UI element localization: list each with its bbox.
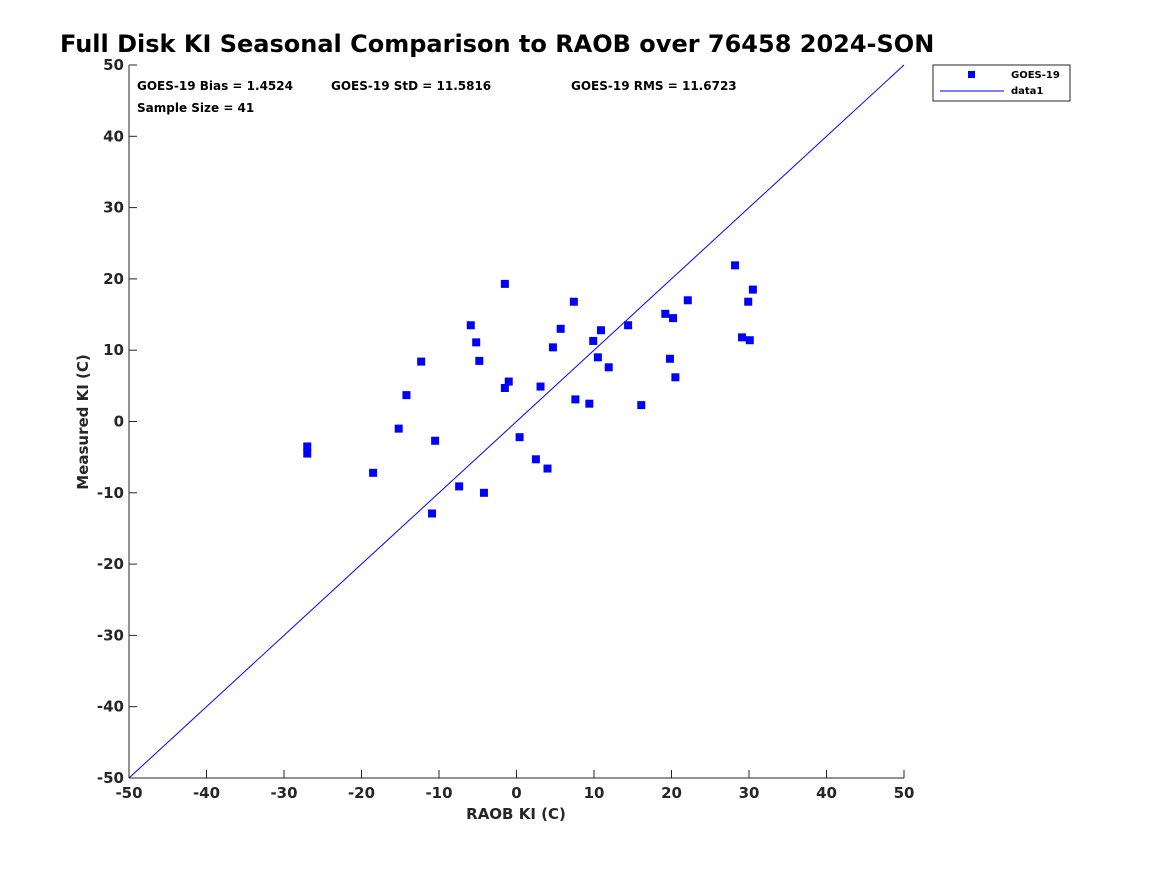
data-point [669, 314, 678, 323]
data-point [585, 399, 594, 408]
data-point [466, 321, 475, 330]
x-tick-label: 20 [661, 784, 682, 802]
data-point [536, 382, 545, 391]
rms-stat: GOES-19 RMS = 11.6723 [571, 79, 737, 93]
data-point [500, 279, 509, 288]
data-point [455, 482, 464, 491]
data-point [604, 363, 613, 372]
data-point [500, 383, 509, 392]
y-tick-label: -40 [97, 698, 124, 716]
y-tick-label: 0 [114, 413, 124, 431]
x-axis-label: RAOB KI (C) [466, 805, 566, 823]
std-stat: GOES-19 StD = 11.5816 [331, 79, 491, 93]
x-tick-label: 40 [816, 784, 837, 802]
x-tick-label: 0 [511, 784, 521, 802]
x-tick-label: 10 [584, 784, 605, 802]
data-point [671, 373, 680, 382]
data-point [665, 354, 674, 363]
y-tick-label: -10 [97, 484, 124, 502]
y-tick-label: -20 [97, 555, 124, 573]
x-tick-label: -40 [193, 784, 220, 802]
data-point [569, 297, 578, 306]
y-tick-label: -30 [97, 626, 124, 644]
legend-entry-data1: data1 [1011, 86, 1043, 97]
data-point [303, 442, 312, 451]
y-tick-label: 50 [103, 56, 124, 74]
data-point [748, 285, 757, 294]
axis-ticks: -50 -40 -30 -20 -10 0 10 20 30 40 50 -50 -40 -30 -20 -1… [97, 56, 915, 802]
data-point [731, 261, 740, 270]
data-points [128, 64, 905, 779]
data-point [571, 395, 580, 404]
chart-title: Full Disk KI Seasonal Comparison to RAOB… [60, 30, 934, 58]
data-point [394, 424, 403, 433]
data-point [637, 401, 646, 410]
data-point [431, 436, 440, 445]
legend: GOES-19 data1 [932, 64, 1071, 102]
y-tick-label: -50 [97, 769, 124, 787]
data-point [593, 353, 602, 362]
data-point [624, 321, 633, 330]
x-tick-label: 50 [894, 784, 915, 802]
data-point [543, 464, 552, 473]
data-point [548, 343, 557, 352]
data-point [504, 377, 513, 386]
x-tick-label: -10 [425, 784, 452, 802]
legend-box [932, 64, 1071, 102]
data-point [596, 326, 605, 335]
data-point [472, 338, 481, 347]
x-tick-label: 30 [739, 784, 760, 802]
data-point [475, 356, 484, 365]
data-point [556, 324, 565, 333]
y-tick-label: 40 [103, 127, 124, 145]
data-point [303, 449, 312, 458]
data-point [479, 488, 488, 497]
bias-stat: GOES-19 Bias = 1.4524 [137, 79, 293, 93]
y-tick-label: 10 [103, 341, 124, 359]
data-point [428, 509, 437, 518]
y-tick-label: 30 [103, 199, 124, 217]
data-point [369, 468, 378, 477]
data-point [417, 357, 426, 366]
data-point [744, 297, 753, 306]
x-tick-label: -30 [270, 784, 297, 802]
legend-marker-square [968, 71, 975, 78]
data-point [738, 333, 747, 342]
data-point [589, 336, 598, 345]
data-point [515, 433, 524, 442]
x-tick-label: -20 [348, 784, 375, 802]
data-point [661, 309, 670, 318]
legend-entry-goes19: GOES-19 [1011, 70, 1060, 81]
data-point [531, 455, 540, 464]
sample-size-stat: Sample Size = 41 [137, 101, 254, 115]
data-point [683, 296, 692, 305]
y-axis-label: Measured KI (C) [74, 354, 92, 490]
x-tick-label: -50 [115, 784, 142, 802]
data-point [402, 391, 411, 400]
y-tick-label: 20 [103, 270, 124, 288]
one-to-one-line [128, 64, 905, 779]
data-point [745, 336, 754, 345]
